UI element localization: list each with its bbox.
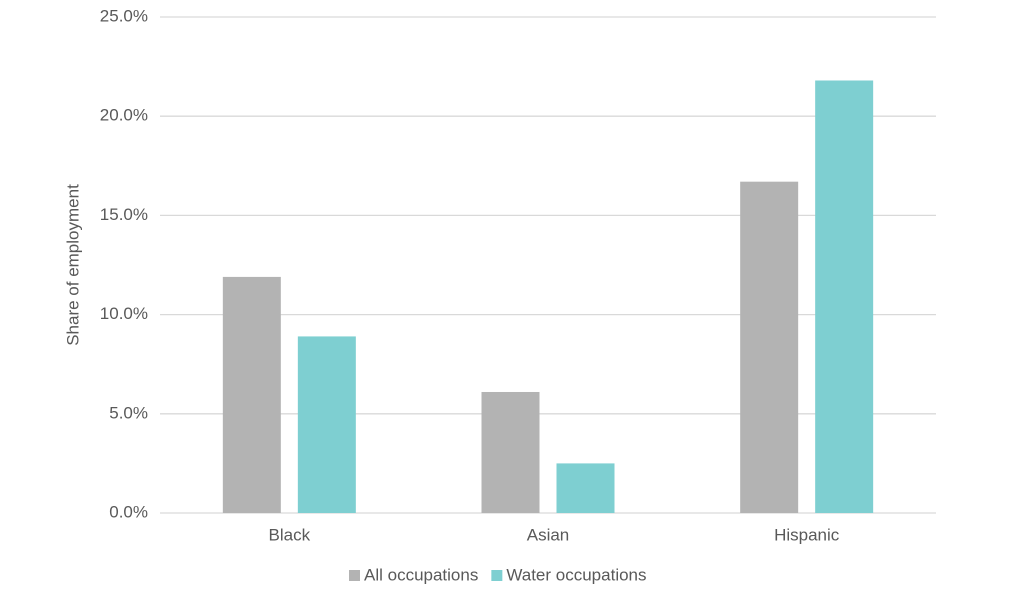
bar: [481, 391, 540, 513]
y-tick-label: 25.0%: [100, 6, 148, 25]
legend-swatch: [349, 570, 360, 581]
bar: [297, 336, 356, 513]
x-tick-label: Asian: [527, 525, 570, 544]
x-tick-label: Black: [269, 525, 311, 544]
y-tick-label: 5.0%: [109, 403, 148, 422]
y-tick-label: 0.0%: [109, 502, 148, 521]
legend-label: All occupations: [364, 565, 478, 584]
y-tick-label: 10.0%: [100, 304, 148, 323]
y-tick-label: 15.0%: [100, 205, 148, 224]
bar: [815, 80, 874, 513]
x-tick-label: Hispanic: [774, 525, 840, 544]
bar: [740, 181, 799, 513]
bar: [222, 276, 281, 513]
legend-swatch: [491, 570, 503, 581]
y-axis-title: Share of employment: [63, 184, 82, 346]
legend-label: Water occupations: [506, 565, 646, 584]
y-tick-label: 20.0%: [100, 106, 148, 125]
bar: [556, 463, 615, 513]
